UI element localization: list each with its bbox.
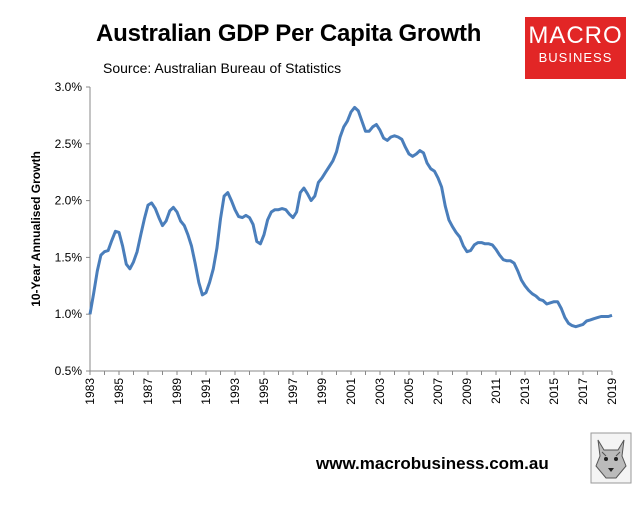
x-tick-label: 2007	[431, 378, 445, 405]
series-line	[88, 105, 613, 329]
x-axis-ticks: 1983 1985 1987 1989 1991 1993 1995 1997 1999 2001…	[83, 371, 619, 405]
x-tick-label: 1983	[83, 378, 97, 405]
x-tick-label: 2013	[518, 378, 532, 405]
logo-line1: MACRO	[528, 22, 623, 49]
chart-title: Australian GDP Per Capita Growth	[96, 20, 482, 47]
y-tick-label: 0.5%	[55, 364, 83, 378]
x-tick-label: 2011	[489, 378, 503, 404]
footer-url[interactable]: www.macrobusiness.com.au	[316, 454, 549, 473]
x-tick-label: 2005	[402, 378, 416, 405]
x-tick-label: 2017	[576, 378, 590, 405]
chart-axes	[89, 87, 612, 372]
logo-line2: BUSINESS	[538, 50, 613, 65]
y-axis-label: 10-Year Annualised Growth	[29, 151, 43, 307]
wolf-mascot-icon	[590, 432, 632, 484]
x-tick-label: 1995	[257, 378, 271, 405]
y-axis-ticks: 0.5% 1.0% 1.5% 2.0% 2.5% 3.0%	[55, 80, 90, 378]
y-tick-label: 1.0%	[55, 307, 83, 321]
y-tick-label: 3.0%	[55, 80, 83, 94]
x-tick-label: 1989	[170, 378, 184, 405]
x-tick-label: 1985	[112, 378, 126, 405]
x-tick-label: 1997	[286, 378, 300, 405]
x-tick-label: 2019	[605, 378, 619, 405]
x-tick-label: 2015	[547, 378, 561, 405]
x-tick-label: 2003	[373, 378, 387, 405]
x-tick-label: 1993	[228, 378, 242, 405]
y-tick-label: 1.5%	[55, 250, 83, 264]
y-tick-label: 2.5%	[55, 137, 83, 151]
x-tick-label: 1991	[199, 378, 213, 405]
y-tick-label: 2.0%	[55, 194, 83, 208]
x-tick-label: 1999	[315, 378, 329, 405]
x-tick-label: 1987	[141, 378, 155, 405]
chart-subtitle: Source: Australian Bureau of Statistics	[103, 60, 342, 76]
x-tick-label: 2009	[460, 378, 474, 405]
macrobusiness-logo[interactable]: MACRO BUSINESS	[525, 17, 626, 79]
x-tick-label: 2001	[344, 378, 358, 405]
